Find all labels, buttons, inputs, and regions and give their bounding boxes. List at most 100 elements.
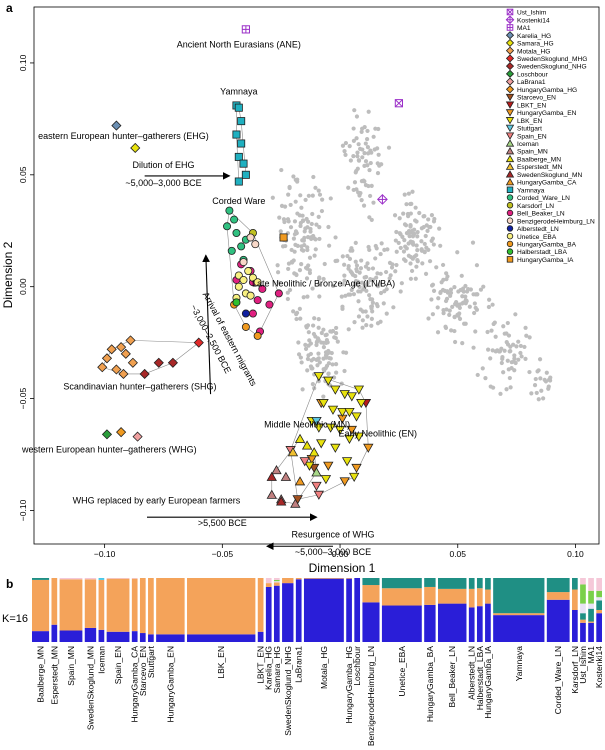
annotation-5-500-bce: >5,500 BCE (198, 518, 247, 528)
reference-point (536, 397, 541, 402)
reference-point (319, 330, 324, 336)
bar-group-hungarygamba-en (156, 578, 185, 642)
reference-point (347, 292, 353, 297)
reference-point (535, 369, 540, 374)
bar-segment (295, 579, 302, 642)
bar-segment (273, 581, 280, 583)
reference-point (310, 211, 315, 217)
reference-point (365, 128, 370, 134)
reference-point (502, 348, 507, 353)
point-yamnaya (239, 159, 248, 168)
reference-point (420, 261, 425, 266)
reference-point (309, 221, 314, 227)
legend-marker-loschbour (505, 69, 515, 78)
point-motala-hg (106, 344, 117, 355)
reference-point (376, 152, 381, 157)
reference-point (537, 357, 543, 362)
point-lbk-en (327, 405, 339, 415)
legend-label-hungarygamba-ba: HungaryGamba_BA (517, 242, 577, 249)
bar-segment (588, 622, 594, 642)
reference-point (308, 226, 313, 232)
bar-label-starcevo-en: Starcevo_EN (138, 646, 148, 696)
reference-point (321, 327, 326, 332)
reference-point (541, 396, 546, 401)
point-bell-beaker-ln (258, 284, 267, 293)
bar-group-halberstadt-lba (476, 578, 483, 642)
annotation-scandinavian-hunter-gatherers-shg: Scandinavian hunter–gatherers (SHG) (63, 382, 216, 392)
reference-point (391, 305, 396, 310)
reference-point (286, 266, 291, 272)
reference-point (423, 271, 429, 277)
legend-marker-hungarygamba-ia (506, 256, 514, 263)
bar-segment (257, 631, 264, 642)
legend-marker-iceman (505, 139, 515, 147)
reference-point (429, 283, 435, 288)
bar-segment (187, 634, 256, 642)
reference-point (387, 260, 393, 265)
reference-point (326, 224, 331, 230)
reference-point (516, 357, 521, 362)
reference-point (288, 225, 294, 230)
legend-label-samara-hg: Samara_HG (517, 41, 554, 48)
annotation-eastern-european-hunter-gatherers-ehg: eastern European hunter–gatherers (EHG) (38, 131, 209, 141)
reference-point (355, 154, 360, 159)
bar-segment (437, 588, 467, 604)
reference-point (351, 138, 356, 143)
bar-label-bell-beaker-ln: Bell_Beaker_LN (447, 646, 457, 707)
legend-marker-hungarygamba-hg (505, 85, 515, 94)
point-spain-en (299, 457, 310, 467)
reference-point (444, 271, 449, 276)
reference-point (332, 335, 337, 340)
reference-point (314, 222, 319, 227)
reference-point (425, 228, 430, 233)
legend-label-starcevo-en: Starcevo_EN (517, 95, 556, 102)
reference-point (357, 284, 362, 289)
bar-segment (273, 585, 280, 642)
reference-point (371, 200, 376, 205)
reference-point (311, 323, 316, 328)
reference-point (316, 351, 321, 356)
reference-point (352, 108, 357, 113)
point-lbk-en (313, 423, 325, 433)
reference-point (291, 174, 296, 179)
bar-label-motala-hg: Motala_HG (319, 646, 329, 689)
reference-point (351, 154, 356, 159)
reference-point (362, 284, 367, 289)
point-hungarygamba-ba (253, 331, 262, 340)
point-ust-ishim (394, 99, 403, 108)
reference-point (409, 268, 415, 274)
reference-point (415, 230, 420, 235)
point-motala-hg (120, 348, 131, 359)
reference-point (413, 218, 418, 223)
reference-point (307, 338, 312, 343)
bar-label-swedenskoglund-mn: SwedenSkoglund_MN (85, 646, 95, 730)
reference-point (404, 246, 409, 251)
reference-point (346, 185, 351, 190)
bar-label-hungarygamba-ia: HungaryGamba_IA (483, 646, 493, 719)
reference-point (299, 205, 304, 210)
bar-segment (139, 633, 146, 642)
reference-point (375, 146, 380, 151)
bar-group-alberstedt-ln (468, 578, 475, 642)
reference-point (316, 317, 321, 322)
reference-point (325, 340, 330, 345)
bar-segment (572, 589, 578, 610)
reference-point (334, 325, 339, 331)
legend-marker-ust-ishim (506, 8, 514, 16)
point-lbk-en (318, 399, 329, 409)
point-unetice-eba (246, 291, 255, 300)
legend-label-lbk-en: LBK_EN (517, 118, 543, 125)
reference-point (529, 391, 534, 396)
reference-point (375, 304, 380, 309)
reference-point (455, 250, 460, 255)
reference-point (486, 347, 491, 352)
legend-marker-karsdorf-ln (506, 202, 514, 209)
reference-point (316, 356, 321, 361)
reference-point (342, 278, 347, 283)
reference-point (401, 249, 407, 254)
reference-point (317, 236, 322, 242)
reference-point (378, 290, 384, 296)
reference-point (306, 193, 311, 198)
reference-point (413, 205, 418, 210)
